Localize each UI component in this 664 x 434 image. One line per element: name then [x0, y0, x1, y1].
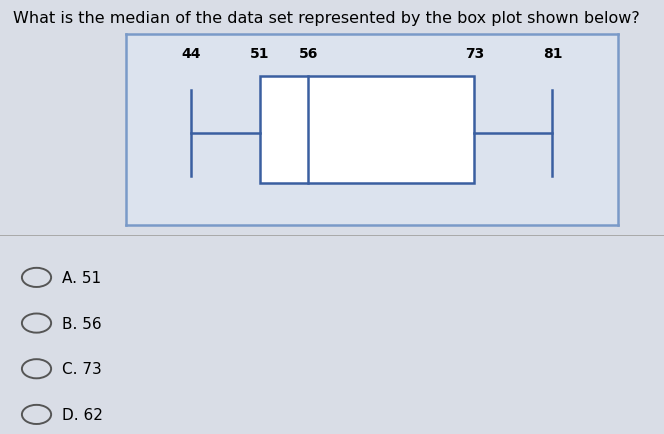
Text: 73: 73 — [465, 47, 484, 61]
Text: What is the median of the data set represented by the box plot shown below?: What is the median of the data set repre… — [13, 11, 640, 26]
Text: 81: 81 — [542, 47, 562, 61]
Bar — [260, 77, 474, 184]
Text: 56: 56 — [299, 47, 318, 61]
Text: A. 51: A. 51 — [62, 270, 101, 285]
Text: B. 56: B. 56 — [62, 316, 102, 331]
Text: 51: 51 — [250, 47, 270, 61]
Text: C. 73: C. 73 — [62, 362, 102, 376]
Text: D. 62: D. 62 — [62, 407, 103, 422]
Text: 44: 44 — [181, 47, 201, 61]
